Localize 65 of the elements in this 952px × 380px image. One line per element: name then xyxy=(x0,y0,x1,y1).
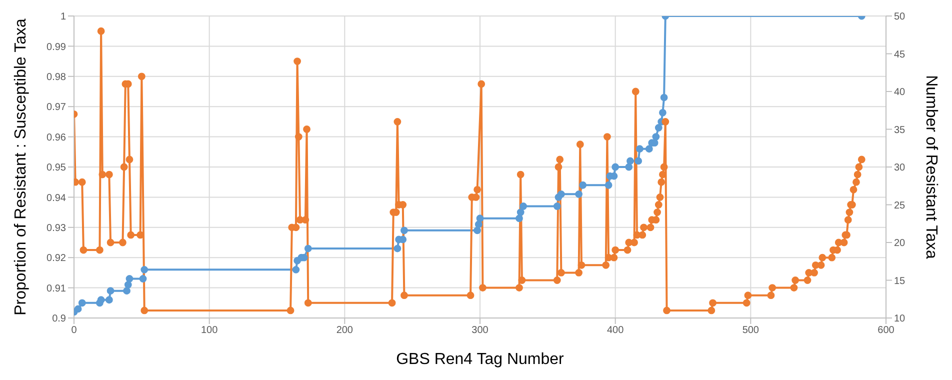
point xyxy=(140,266,148,274)
y-tick-label: 0.97 xyxy=(46,102,66,114)
y-tick-label: 1 xyxy=(60,12,66,23)
point xyxy=(400,226,408,234)
point xyxy=(553,202,561,210)
point xyxy=(516,214,523,222)
x-tick-label: 100 xyxy=(200,325,218,336)
y2-tick-label: 40 xyxy=(894,87,906,98)
point xyxy=(474,220,482,228)
point xyxy=(645,145,653,153)
y-tick-label: 0.92 xyxy=(46,253,66,264)
y-tick-label: 0.94 xyxy=(46,192,66,204)
point xyxy=(520,202,528,210)
point xyxy=(604,181,612,189)
y-tick-label: 0.91 xyxy=(46,283,66,294)
y2-axis-title: Number of Resistant Taxa xyxy=(922,75,940,259)
point xyxy=(476,214,484,222)
point xyxy=(97,296,105,304)
x-tick-label: 300 xyxy=(472,325,489,336)
point xyxy=(474,226,481,234)
point xyxy=(636,145,644,153)
x-tick-label: 200 xyxy=(336,325,354,336)
y-axis-title: Proportion of Resistant : Susceptible Taxa xyxy=(12,18,30,316)
x-axis-title: GBS Ren4 Tag Number xyxy=(396,351,565,368)
y2-tick-label: 35 xyxy=(894,124,906,136)
point xyxy=(105,296,113,304)
y-tick-label: 0.93 xyxy=(46,222,66,234)
point xyxy=(625,163,633,171)
point xyxy=(575,190,582,198)
x-tick-label: 500 xyxy=(742,325,760,336)
point xyxy=(612,163,620,171)
y-tick-label: 0.98 xyxy=(46,72,66,83)
point xyxy=(126,275,134,282)
point xyxy=(123,287,130,295)
x-tick-label: 400 xyxy=(606,325,624,336)
point xyxy=(292,266,300,274)
point xyxy=(74,305,82,313)
y2-tick-label: 45 xyxy=(894,49,906,60)
point xyxy=(654,124,662,132)
point xyxy=(304,244,312,252)
y2-tick-label: 20 xyxy=(894,238,906,250)
point xyxy=(394,244,402,252)
x-tick-label: 600 xyxy=(878,325,895,336)
point xyxy=(659,108,666,116)
point xyxy=(124,281,132,288)
point xyxy=(78,299,86,307)
y-tick-label: 0.9 xyxy=(52,314,66,325)
y2-tick-label: 50 xyxy=(894,12,906,23)
point xyxy=(634,157,642,165)
y2-tick-label: 25 xyxy=(894,200,906,212)
point xyxy=(558,190,565,198)
y2-tick-label: 15 xyxy=(894,276,906,287)
y2-tick-label: 30 xyxy=(894,162,906,174)
point xyxy=(579,181,587,189)
point xyxy=(626,157,634,165)
y-tick-label: 0.99 xyxy=(46,42,66,53)
y-tick-label: 0.96 xyxy=(46,132,66,144)
point xyxy=(660,94,668,102)
point xyxy=(652,133,660,140)
y2-tick-label: 10 xyxy=(894,314,906,325)
x-tick-label: 0 xyxy=(71,325,78,336)
y-tick-label: 0.95 xyxy=(46,162,66,174)
point xyxy=(139,275,147,282)
point xyxy=(106,287,114,295)
point xyxy=(516,208,524,216)
